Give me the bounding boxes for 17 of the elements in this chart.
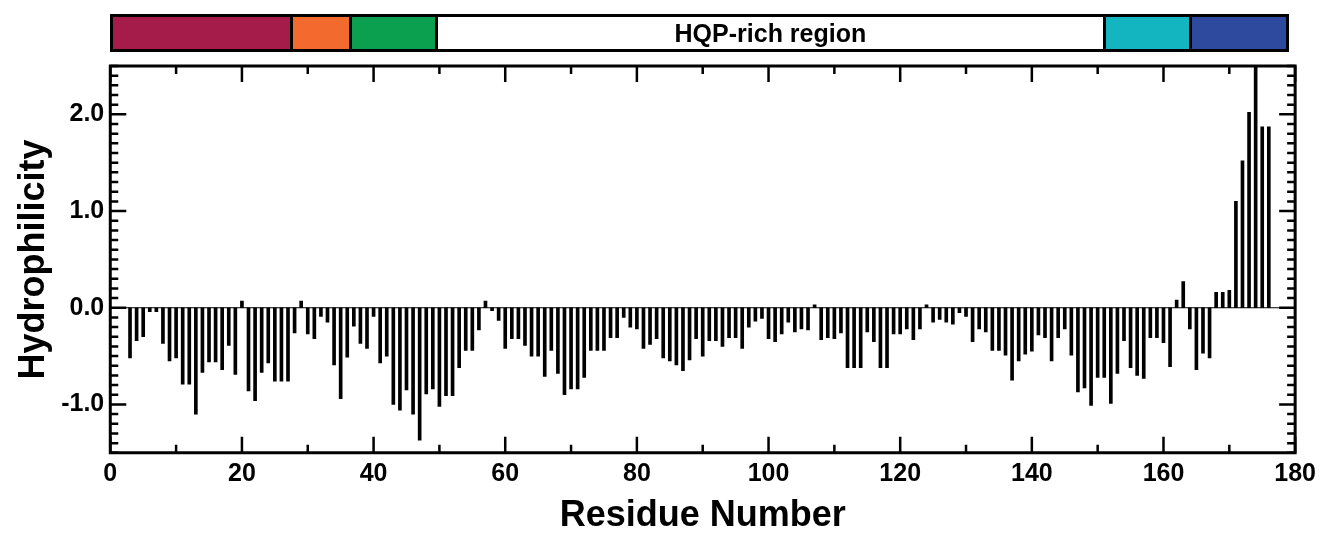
x-tick-label: 0: [103, 457, 118, 486]
x-tick-label: 140: [1010, 457, 1053, 486]
x-tick-label: 120: [879, 457, 922, 486]
x-tick-label: 20: [228, 457, 256, 486]
x-tick-label: 100: [747, 457, 790, 486]
x-tick-label: 40: [359, 457, 388, 486]
domain-strip: HQP-rich region: [110, 14, 1290, 52]
x-tick-label: 160: [1142, 457, 1185, 486]
x-tick-label: 180: [1274, 457, 1316, 486]
y-tick-label: 1.0: [69, 194, 105, 223]
y-tick-label: -1.0: [61, 388, 105, 417]
x-axis-title: Residue Number: [559, 493, 846, 535]
x-tick-label: 60: [491, 457, 520, 486]
y-axis-title: Hydrophilicity: [10, 139, 52, 380]
y-tick-label: 2.0: [69, 98, 105, 127]
x-tick-label: 80: [622, 457, 651, 486]
y-tick-label: 0.0: [69, 291, 105, 320]
